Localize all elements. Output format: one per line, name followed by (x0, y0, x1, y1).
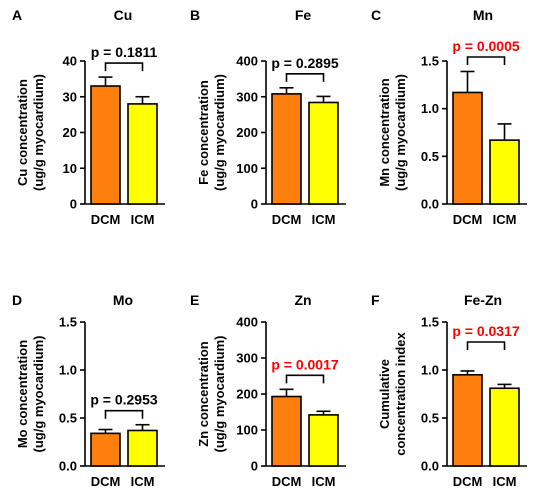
p-value-label: p = 0.1811 (91, 44, 158, 60)
panel-label: E (190, 292, 199, 308)
chart-title: Fe-Zn (464, 292, 502, 308)
panel-label: F (371, 292, 380, 308)
significance-bracket (285, 73, 325, 82)
y-axis-label: concentration index (393, 331, 408, 455)
x-tick-label: DCM (91, 212, 121, 227)
x-tick-label: DCM (272, 212, 302, 227)
y-axis-label: Fe concentration (196, 80, 211, 185)
panel-label: D (12, 292, 22, 308)
chart-title: Mo (113, 292, 133, 308)
bar-dcm (452, 91, 483, 205)
y-axis-label: (ug/g myocardium) (31, 335, 46, 452)
y-axis-label: Cu concentration (15, 79, 30, 186)
panel-a: A Cu Cu concentration (ug/g myocardium) 0 10 2… (12, 7, 165, 227)
y-tick-label: 0 (70, 197, 77, 212)
panel-e: E Zn Zn concentration (ug/g myocardium) 0 100… (190, 292, 346, 489)
y-tick-label: 1.5 (421, 315, 439, 330)
y-tick-label: 1.0 (421, 101, 439, 116)
panel-c: C Mn Mn concentration (ug/g myocardium) 0.0 0… (371, 7, 527, 227)
y-tick-label: 1.0 (59, 363, 77, 378)
y-tick-label: 0.5 (421, 411, 439, 426)
p-value-label: p = 0.2953 (90, 392, 158, 408)
y-tick-label: 300 (236, 351, 258, 366)
significance-bracket (104, 409, 144, 419)
panel-b: B Fe Fe concentration (ug/g myocardium) 0 100… (190, 7, 346, 227)
y-tick-label: 400 (236, 54, 258, 69)
x-tick-label: ICM (493, 474, 517, 489)
significance-bracket (466, 341, 506, 350)
bar-dcm (271, 395, 302, 467)
y-tick-label: 100 (236, 423, 258, 438)
x-tick-label: ICM (131, 212, 155, 227)
y-tick-label: 200 (236, 387, 258, 402)
y-tick-label: 20 (63, 125, 77, 140)
y-tick-label: 200 (236, 125, 258, 140)
bar-dcm (271, 93, 302, 205)
y-axis-label: (ug/g myocardium) (212, 74, 227, 191)
x-tick-label: ICM (131, 474, 155, 489)
x-tick-label: ICM (312, 212, 336, 227)
y-tick-label: 100 (236, 161, 258, 176)
y-axis-label: Cumulative (377, 359, 392, 429)
y-tick-label: 300 (236, 89, 258, 104)
y-tick-label: 10 (63, 161, 77, 176)
y-tick-label: 1.5 (59, 315, 77, 330)
chart-title: Fe (295, 7, 312, 23)
y-axis-label: (ug/g myocardium) (393, 74, 408, 191)
chart-title: Zn (294, 292, 311, 308)
bar-icm (308, 101, 339, 205)
panel-label: B (190, 7, 200, 23)
x-tick-label: ICM (493, 212, 517, 227)
p-value-label: p = 0.2895 (271, 55, 339, 71)
x-tick-label: DCM (453, 212, 483, 227)
chart-title: Cu (114, 7, 133, 23)
bar-icm (308, 414, 339, 467)
panel-label: C (371, 7, 381, 23)
y-axis-label: (ug/g myocardium) (212, 335, 227, 452)
x-tick-label: DCM (91, 474, 121, 489)
p-value-label: p = 0.0005 (452, 38, 520, 54)
y-tick-label: 0.5 (59, 411, 77, 426)
bar-dcm (90, 85, 121, 205)
bar-dcm (452, 373, 483, 467)
significance-bracket (285, 374, 325, 384)
y-tick-label: 30 (63, 89, 77, 104)
bar-dcm (90, 432, 121, 467)
y-tick-label: 0.0 (421, 197, 439, 212)
x-tick-label: DCM (272, 474, 302, 489)
panel-d: D Mo Mo concentration (ug/g myocardium) 0.0 0… (12, 292, 165, 489)
x-tick-label: DCM (453, 474, 483, 489)
y-axis-label: (ug/g myocardium) (31, 74, 46, 191)
y-axis-label: Zn concentration (196, 341, 211, 447)
y-tick-label: 40 (63, 54, 77, 69)
y-tick-label: 1.0 (421, 363, 439, 378)
panel-f: F Fe-Zn Cumulative concentration index 0.0 0.… (371, 292, 527, 489)
y-axis-label: Mo concentration (15, 340, 30, 448)
y-tick-label: 1.5 (421, 54, 439, 69)
y-tick-label: 0.0 (421, 459, 439, 474)
chart-title: Mn (473, 7, 493, 23)
y-tick-label: 0 (251, 459, 258, 474)
p-value-label: p = 0.0317 (452, 323, 520, 339)
y-tick-label: 0.5 (421, 149, 439, 164)
y-tick-label: 0 (251, 197, 258, 212)
y-axis-label: Mn concentration (377, 78, 392, 186)
y-tick-label: 0.0 (59, 459, 77, 474)
x-tick-label: ICM (312, 474, 336, 489)
bar-icm (127, 103, 158, 205)
significance-bracket (104, 62, 144, 72)
bar-icm (489, 139, 520, 205)
y-tick-label: 400 (236, 315, 258, 330)
p-value-label: p = 0.0017 (271, 356, 339, 372)
bar-icm (127, 429, 158, 467)
significance-bracket (466, 56, 506, 65)
bar-icm (489, 387, 520, 467)
panel-label: A (12, 7, 22, 23)
